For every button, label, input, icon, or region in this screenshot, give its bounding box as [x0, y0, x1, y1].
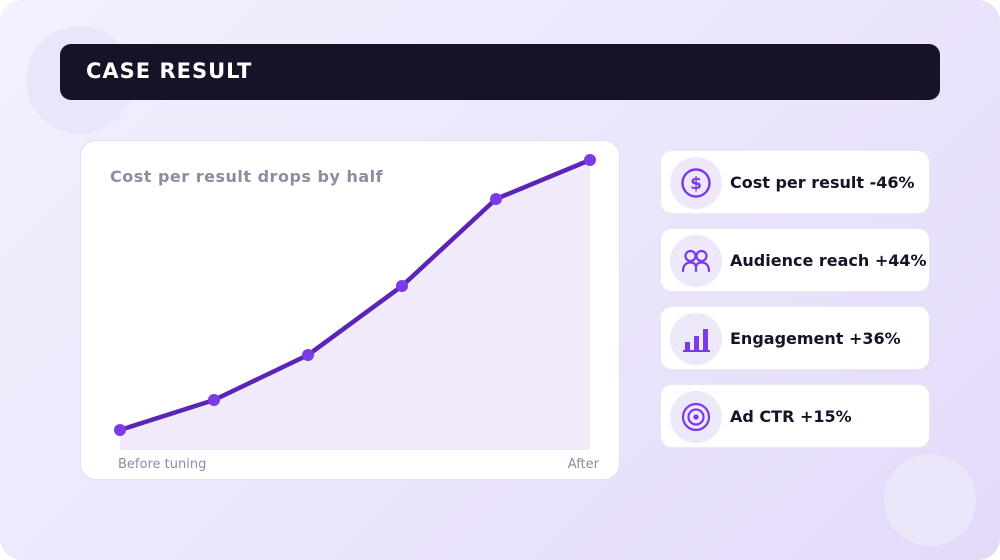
chart-title: Cost per result drops by half: [110, 167, 384, 186]
x-tick-label-end: After: [568, 457, 600, 472]
metric-label: Audience reach +44%: [730, 251, 927, 270]
title-bar: CASE RESULT: [60, 44, 940, 100]
page-title: CASE RESULT: [86, 59, 253, 83]
metric-card-cost: $ Cost per result -46%: [660, 150, 930, 214]
data-point: [396, 280, 408, 292]
data-point: [208, 394, 220, 406]
svg-text:$: $: [690, 174, 702, 194]
metric-label: Engagement +36%: [730, 329, 901, 348]
data-points: [114, 154, 596, 436]
metric-label: Cost per result -46%: [730, 173, 915, 192]
data-point: [490, 193, 502, 205]
data-point: [584, 154, 596, 166]
target-icon: [670, 391, 722, 443]
people-icon: [670, 235, 722, 287]
x-tick-label-start: Before tuning: [118, 457, 206, 472]
metric-card-ctr: Ad CTR +15%: [660, 384, 930, 448]
metric-card-reach: Audience reach +44%: [660, 228, 930, 292]
bar-chart-icon: [670, 313, 722, 365]
metric-label: Ad CTR +15%: [730, 407, 852, 426]
series-line: [117, 157, 593, 433]
decorative-circle: [884, 454, 976, 546]
dollar-icon: $: [670, 157, 722, 209]
data-point: [302, 349, 314, 361]
data-point: [114, 424, 126, 436]
chart-area: [120, 160, 590, 450]
metric-card-engagement: Engagement +36%: [660, 306, 930, 370]
